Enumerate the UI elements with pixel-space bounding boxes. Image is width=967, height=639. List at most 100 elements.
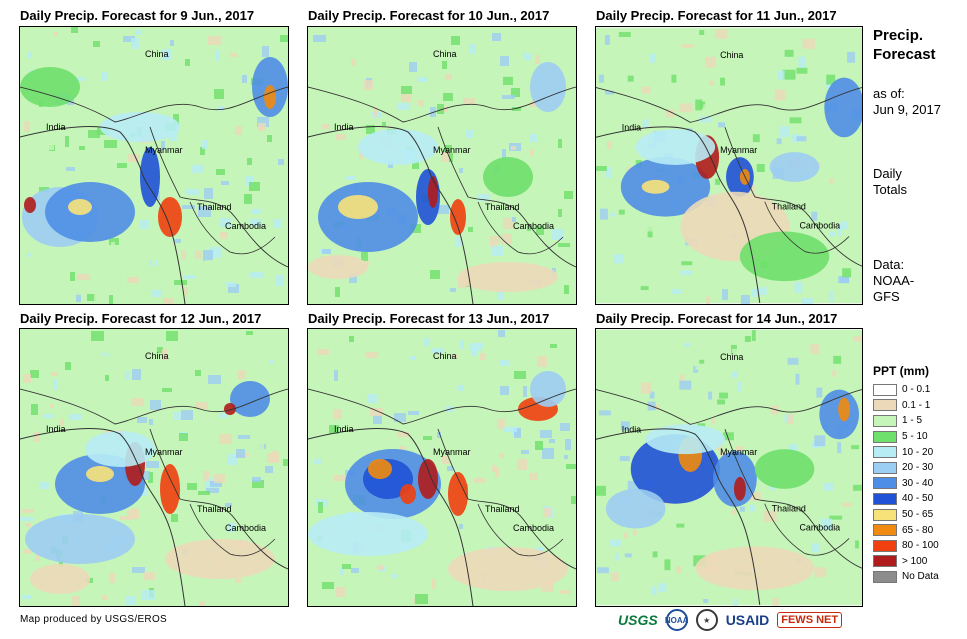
place-label-india: India <box>334 122 354 132</box>
precip-cell <box>788 444 798 453</box>
precip-cell <box>644 544 658 556</box>
precip-cell <box>478 194 490 201</box>
precip-cell <box>437 205 449 214</box>
precip-cell <box>335 553 347 560</box>
precip-cell <box>162 388 172 392</box>
precip-cell <box>247 158 252 165</box>
precip-cell <box>550 344 557 348</box>
precip-cell <box>149 419 153 425</box>
precip-cell <box>823 482 834 491</box>
border-line <box>308 86 576 123</box>
forecast-map-1: China India Myanmar Thailand Cambodia <box>19 26 289 305</box>
precip-cell <box>161 49 171 60</box>
precip-cell <box>144 471 150 480</box>
precip-cell <box>394 413 406 422</box>
precip-cell <box>571 496 576 504</box>
precip-cell <box>810 343 820 354</box>
precip-cell <box>444 106 448 112</box>
precip-cell <box>447 466 453 471</box>
precip-area <box>428 176 438 208</box>
precip-cell <box>511 88 520 97</box>
precip-cell <box>24 121 30 132</box>
precip-area <box>25 514 135 564</box>
precip-cell <box>252 477 261 482</box>
precip-cell <box>109 573 115 583</box>
precip-cell <box>511 146 516 150</box>
border-line <box>189 201 276 255</box>
precip-cell <box>471 349 477 356</box>
precip-cell <box>152 259 156 265</box>
legend-item: > 100 <box>873 554 939 570</box>
precip-cell <box>445 74 452 80</box>
precip-cell <box>172 588 181 592</box>
precip-cell <box>122 509 126 515</box>
precip-cell <box>193 202 205 208</box>
sidebar-title: Precip. Forecast <box>873 26 936 64</box>
precip-cell <box>502 149 506 160</box>
precip-cell <box>755 473 762 484</box>
precip-cell <box>463 98 475 105</box>
border-line <box>308 388 576 425</box>
precip-cell <box>851 445 860 450</box>
precip-cell <box>564 455 568 459</box>
precip-cell <box>179 433 188 441</box>
precip-cell <box>731 348 741 355</box>
precip-cell <box>280 35 288 42</box>
precip-cell <box>523 386 527 397</box>
precip-cell <box>26 351 37 362</box>
precip-cell <box>749 124 758 129</box>
precip-cell <box>198 206 211 217</box>
precip-cell <box>412 160 419 169</box>
precip-cell <box>640 286 649 291</box>
panel-title-4: Daily Precip. Forecast for 12 Jun., 2017 <box>20 311 262 326</box>
legend-label: 0 - 0.1 <box>902 384 931 396</box>
precip-cell <box>599 208 608 220</box>
precip-cell <box>313 35 326 42</box>
precip-cell <box>382 122 386 126</box>
precip-cell <box>558 243 570 247</box>
precip-cell <box>463 395 468 406</box>
precip-cell <box>837 442 842 454</box>
border-line <box>189 503 276 557</box>
precip-area <box>55 454 145 514</box>
precip-cell <box>829 177 834 184</box>
precip-cell <box>448 586 460 594</box>
precip-cell <box>535 547 543 553</box>
precip-cell <box>76 77 86 81</box>
precip-cell <box>91 331 104 341</box>
precip-cell <box>598 517 604 522</box>
precip-area <box>450 199 466 235</box>
precip-cell <box>336 587 345 597</box>
precip-cell <box>604 90 614 95</box>
precip-cell <box>499 453 504 458</box>
precip-cell <box>128 154 140 162</box>
precip-cell <box>453 254 459 264</box>
precip-cell <box>483 488 489 498</box>
precip-cell <box>244 194 252 204</box>
precip-cell <box>252 209 261 214</box>
precip-area <box>605 488 666 529</box>
precip-cell <box>566 464 576 469</box>
precip-cell <box>187 483 197 490</box>
forecast-map-4: China India Myanmar Thailand Cambodia <box>19 328 289 607</box>
precip-cell <box>203 250 213 261</box>
precip-cell <box>641 86 651 94</box>
precip-cell <box>225 282 236 287</box>
usaid-seal-icon: ★ <box>695 609 718 631</box>
precip-cell <box>492 246 503 256</box>
precip-cell <box>198 100 211 107</box>
place-label-thailand: Thailand <box>772 504 806 514</box>
precip-cell <box>774 89 786 101</box>
precip-cell <box>66 167 75 171</box>
map-credit: Map produced by USGS/EROS <box>20 614 168 625</box>
border-line <box>477 503 564 557</box>
precip-area <box>338 195 378 219</box>
precip-cell <box>131 38 139 49</box>
precip-cell <box>21 595 32 599</box>
precip-cell <box>671 74 677 83</box>
forecast-map-5: China India Myanmar Thailand Cambodia <box>307 328 577 607</box>
precip-cell <box>431 367 435 375</box>
precip-cell <box>30 135 37 139</box>
precip-area <box>769 152 820 182</box>
precip-cell <box>829 231 836 237</box>
